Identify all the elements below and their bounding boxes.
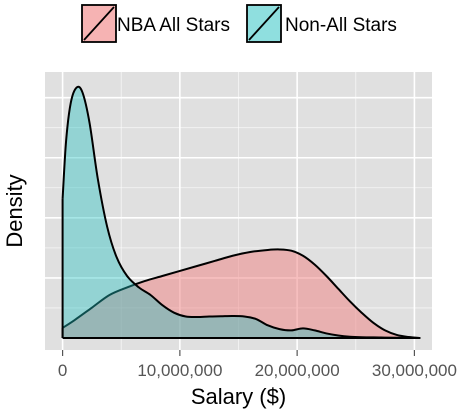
- density-area-nba-all-stars: [62, 249, 421, 338]
- legend-item-nba-all-stars: NBA All Stars: [81, 4, 230, 43]
- legend-key-diagonal: [248, 6, 280, 41]
- density-area-non-all-stars: [62, 86, 421, 338]
- legend-key-diagonal: [83, 6, 115, 41]
- x-tick-label: 20,000,000: [255, 361, 340, 380]
- x-tick-label: 10,000,000: [137, 361, 222, 380]
- density-areas: [61, 85, 421, 339]
- legend-label-non-all-stars: Non-All Stars: [285, 15, 397, 36]
- x-axis-label: Salary ($): [191, 384, 286, 409]
- x-tick-label: 0: [58, 361, 67, 380]
- density-line-non-all-stars: [61, 85, 421, 339]
- axes: 0 10,000,000 20,000,000 30,000,000: [58, 350, 457, 380]
- legend: NBA All Stars Non-All Stars: [81, 4, 397, 43]
- legend-label-nba-all-stars: NBA All Stars: [117, 15, 230, 36]
- y-axis-label: Density: [2, 174, 27, 247]
- x-tick-label: 30,000,000: [372, 361, 457, 380]
- legend-item-non-all-stars: Non-All Stars: [246, 4, 397, 43]
